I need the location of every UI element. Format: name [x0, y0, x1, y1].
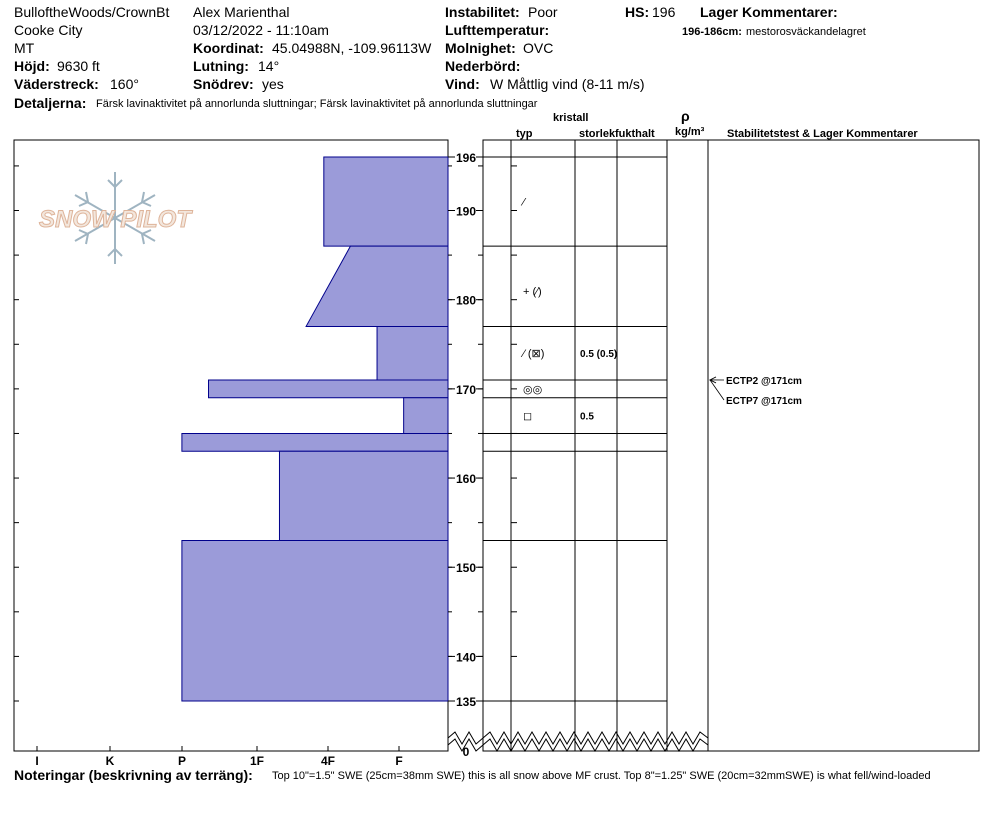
hardness-bar — [305, 245, 449, 327]
test-arrow-icon — [709, 376, 717, 384]
region: Cooke City — [14, 22, 83, 38]
layer-table-frame — [482, 139, 709, 752]
height-tick-label: 170 — [456, 383, 476, 397]
aspect-value: 160° — [110, 76, 139, 92]
height-tick-label: 190 — [456, 205, 476, 219]
stability-test-label: ECTP7 @171cm — [726, 396, 802, 407]
grain-type: ◎◎ — [523, 384, 542, 396]
state: MT — [14, 40, 35, 56]
grain-type: ⁄ — [520, 197, 527, 209]
axis-break-zigzag — [447, 738, 709, 752]
height-tick-label: 160 — [456, 472, 476, 486]
hardness-tick-label: F — [395, 754, 402, 768]
column-kristall: kristall — [553, 112, 589, 124]
air-temp-label: Lufttemperatur: — [445, 22, 550, 38]
layer-comment-range: 196-186cm: — [682, 26, 742, 38]
stability-test-label: ECTP2 @171cm — [726, 376, 802, 387]
column-storlek: storlek — [579, 128, 616, 140]
instability-value: Poor — [528, 4, 558, 20]
height-tick-label: 135 — [456, 695, 476, 709]
snowpilot-logo-text: SNOW PILOT — [39, 206, 193, 233]
instability-label: Instabilitet: — [445, 4, 520, 20]
snowpilot-logo: SNOW PILOT — [39, 172, 194, 264]
test-pointer-line — [709, 379, 725, 401]
details-value: Färsk lavinaktivitet på annorlunda slutt… — [96, 98, 538, 110]
layer-comments-title: Lager Kommentarer: — [700, 4, 838, 20]
grain-type: + (⁄) — [523, 286, 542, 298]
grain-type: ⁄ (⊠) — [520, 348, 544, 360]
layer-comment-text: mestorosväckandelagret — [746, 26, 866, 38]
elevation-value: 9630 ft — [57, 58, 100, 74]
stability-frame — [707, 139, 980, 752]
hs-label: HS: — [625, 4, 650, 20]
column-rho-unit: kg/m³ — [675, 126, 705, 138]
hardness-bar — [403, 397, 449, 434]
wind-label: Vind: — [445, 76, 480, 92]
elevation-label: Höjd: — [14, 58, 50, 74]
grain-type: ◻ — [523, 411, 532, 423]
aspect-label: Väderstreck: — [14, 76, 99, 92]
drift-label: Snödrev: — [193, 76, 254, 92]
slope-value: 14° — [258, 58, 280, 74]
hardness-tick-label: 4F — [321, 754, 335, 768]
observer: Alex Marienthal — [193, 4, 290, 20]
hardness-bar — [208, 379, 449, 399]
sky-value: OVC — [523, 40, 554, 56]
column-rho: ρ — [681, 108, 690, 124]
axis-break-zigzag — [447, 731, 709, 745]
height-tick-label: 0 — [463, 745, 470, 759]
notes-value: Top 10"=1.5" SWE (25cm=38mm SWE) this is… — [272, 770, 931, 782]
hardness-tick-label: I — [35, 754, 38, 768]
height-tick-label: 196 — [456, 151, 476, 165]
hardness-tick-label: K — [106, 754, 115, 768]
hardness-bar — [181, 539, 449, 702]
hardness-bar — [376, 325, 449, 381]
coordinate-value: 45.04988N, -109.96113W — [272, 40, 432, 56]
grain-size: 0.5 — [580, 412, 594, 423]
notes-label: Noteringar (beskrivning av terräng): — [14, 767, 253, 783]
hardness-tick-label: 1F — [250, 754, 264, 768]
hs-value: 196 — [652, 4, 676, 20]
wind-value: W Måttlig vind (8-11 m/s) — [490, 76, 645, 92]
slope-label: Lutning: — [193, 58, 249, 74]
hardness-bar — [323, 156, 449, 247]
hardness-tick-label: P — [178, 754, 186, 768]
hardness-bar — [278, 450, 449, 541]
details-label: Detaljerna: — [14, 95, 87, 111]
height-tick-label: 140 — [456, 650, 476, 664]
column-fukthalt: fukthalt — [615, 128, 655, 140]
hardness-bar — [181, 432, 449, 452]
coordinate-label: Koordinat: — [193, 40, 264, 56]
sky-label: Molnighet: — [445, 40, 516, 56]
column-stability: Stabilitetstest & Lager Kommentarer — [727, 128, 918, 140]
column-typ: typ — [516, 128, 533, 140]
drift-value: yes — [262, 76, 284, 92]
height-tick-label: 180 — [456, 294, 476, 308]
datetime: 03/12/2022 - 11:10am — [193, 22, 329, 38]
height-tick-label: 150 — [456, 561, 476, 575]
precip-label: Nederbörd: — [445, 58, 521, 74]
grain-size: 0.5 (0.5) — [580, 349, 617, 360]
location: BulloftheWoods/CrownBt — [14, 4, 170, 20]
